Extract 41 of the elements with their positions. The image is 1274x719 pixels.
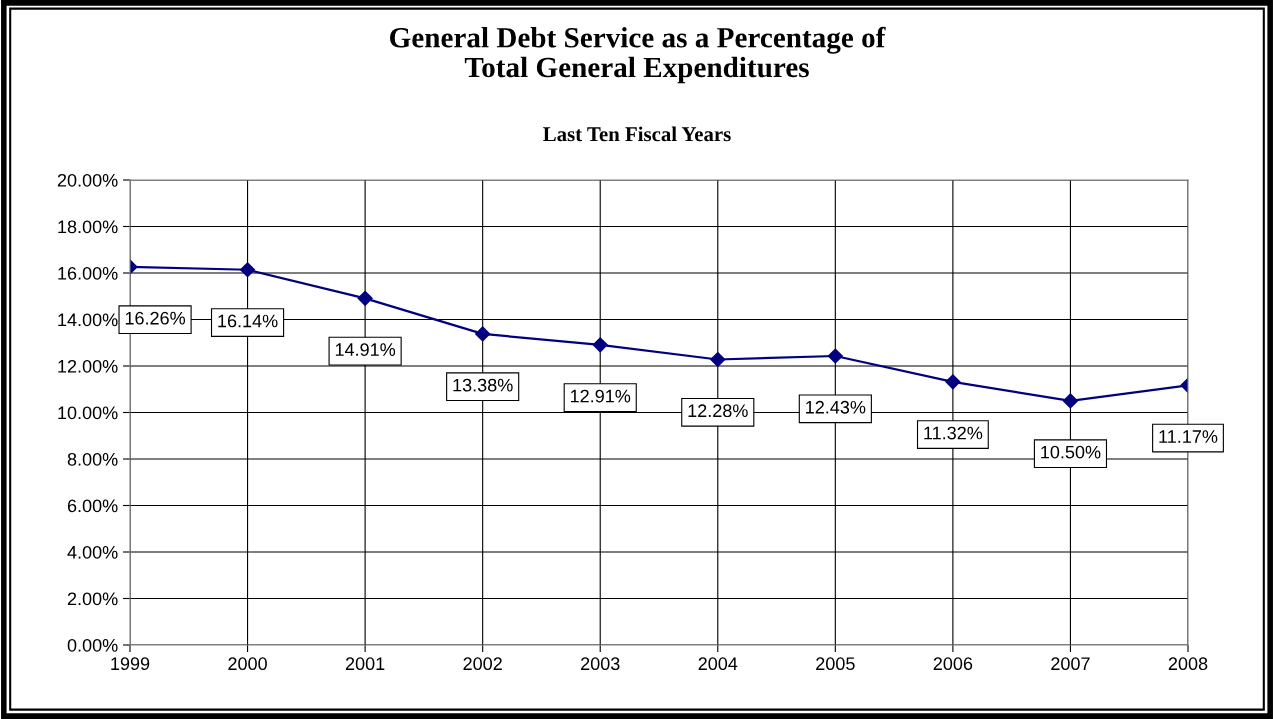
chart-subtitle: Last Ten Fiscal Years — [543, 126, 731, 142]
x-tick-label: 2005 — [816, 657, 855, 671]
y-tick-label: 12.00% — [58, 359, 118, 373]
y-tick-label: 10.00% — [58, 406, 118, 420]
point — [710, 351, 726, 368]
x-tick-label: 1999 — [111, 657, 150, 671]
data-label: 16.14% — [218, 314, 278, 328]
y-tick-label: 6.00% — [67, 499, 118, 513]
y-tick-label: 8.00% — [67, 452, 118, 466]
point — [475, 326, 491, 342]
x-tick-label: 2000 — [228, 657, 267, 671]
chart-title: General Debt Service as a Percentage of Total General Expenditures — [390, 26, 886, 84]
y-tick-label: 16.00% — [58, 266, 118, 280]
data-label: 16.26% — [125, 311, 186, 325]
y-tick-label: 0.00% — [67, 638, 118, 652]
point — [827, 348, 843, 364]
data-label: 12.28% — [688, 404, 748, 418]
point — [1062, 393, 1079, 409]
x-tick-label: 2003 — [581, 657, 620, 671]
point — [945, 374, 961, 390]
y-tick-label: 18.00% — [58, 220, 118, 234]
y-tick-label: 14.00% — [58, 313, 118, 327]
data-label: 13.38% — [453, 378, 513, 392]
x-tick-label: 2008 — [1168, 657, 1208, 671]
x-tick-label: 2001 — [345, 657, 385, 671]
data-label: 12.91% — [570, 389, 631, 403]
data-label: 11.32% — [924, 426, 983, 440]
x-tick-label: 2004 — [698, 657, 738, 671]
data-label: 14.91% — [335, 343, 396, 356]
point — [592, 337, 608, 353]
x-tick-label: 2007 — [1051, 657, 1090, 671]
data-label: 11.17% — [1159, 430, 1218, 443]
y-tick-label: 2.00% — [67, 592, 118, 606]
y-tick-label: 4.00% — [67, 545, 118, 559]
point — [357, 290, 373, 306]
data-label: 12.43% — [806, 400, 866, 414]
y-tick-label: 20.00% — [57, 173, 118, 187]
data-label: 10.50% — [1041, 445, 1101, 459]
x-tick-label: 2006 — [933, 657, 973, 671]
point — [239, 262, 256, 278]
x-tick-label: 2002 — [463, 657, 502, 671]
